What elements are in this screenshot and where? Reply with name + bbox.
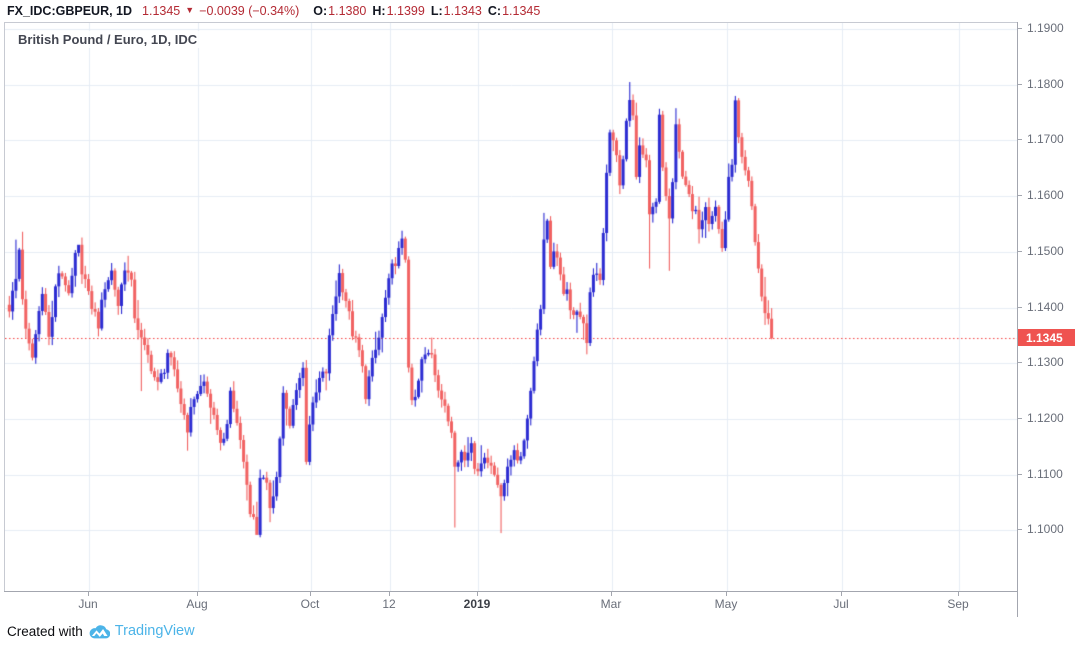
price-axis-tick (1018, 307, 1022, 308)
price-axis-tick (1018, 195, 1022, 196)
price-axis-label: 1.1700 (1027, 132, 1064, 146)
price-axis-tick (1018, 84, 1022, 85)
price-axis-tick (1018, 28, 1022, 29)
price-axis-label: 1.1500 (1027, 244, 1064, 258)
price-axis-label: 1.1000 (1027, 522, 1064, 536)
time-axis[interactable]: Jun Aug Oct 12 2019 Mar May Jul Sep (4, 591, 1017, 618)
price-down-icon: ▼ (185, 5, 195, 15)
time-axis-label: Jun (78, 597, 98, 611)
price-axis-label: 1.1100 (1027, 467, 1063, 481)
time-axis-label: Jul (833, 597, 849, 611)
time-axis-tick (197, 592, 198, 596)
close-value: 1.1345 (502, 4, 541, 18)
last-price-badge: 1.1345 (1018, 329, 1075, 346)
time-axis-label: Mar (600, 597, 622, 611)
chart-legend[interactable]: British Pound / Euro, 1D, IDC (14, 31, 202, 48)
price-axis-tick (1018, 418, 1022, 419)
time-axis-tick (477, 592, 478, 596)
price-axis-label: 1.1800 (1027, 77, 1064, 91)
price-axis-label: 1.1400 (1027, 300, 1064, 314)
price-axis-tick (1018, 474, 1022, 475)
open-label: O: (313, 4, 328, 18)
low-label: L: (430, 4, 443, 18)
last-price: 1.1345 (142, 4, 181, 18)
created-with-text: Created with (7, 623, 83, 639)
time-axis-tick (841, 592, 842, 596)
price-axis-tick (1018, 529, 1022, 530)
time-axis-label: Aug (186, 597, 208, 611)
low-value: 1.1343 (443, 4, 482, 18)
time-axis-tick (389, 592, 390, 596)
high-label: H: (372, 4, 386, 18)
price-axis-label: 1.1900 (1027, 21, 1064, 35)
tradingview-brand-link[interactable]: TradingView (114, 623, 195, 639)
time-axis-tick (88, 592, 89, 596)
price-axis-label: 1.1200 (1027, 411, 1064, 425)
time-axis-label: Oct (300, 597, 320, 611)
high-value: 1.1399 (386, 4, 425, 18)
time-axis-label: 2019 (463, 597, 491, 611)
time-axis-tick (310, 592, 311, 596)
symbol-info-bar: FX_IDC:GBPEUR, 1D 1.1345 ▼ −0.0039 (−0.3… (0, 0, 1075, 22)
price-axis-tick (1018, 362, 1022, 363)
price-axis-tick (1018, 139, 1022, 140)
close-label: C: (487, 4, 502, 18)
price-change: −0.0039 (−0.34%) (199, 4, 300, 18)
time-axis-label: Sep (947, 597, 969, 611)
symbol-name[interactable]: FX_IDC:GBPEUR, 1D (7, 4, 133, 18)
time-axis-tick (611, 592, 612, 596)
time-axis-tick (726, 592, 727, 596)
open-value: 1.1380 (328, 4, 367, 18)
chart-plot-area: British Pound / Euro, 1D, IDC (4, 22, 1018, 591)
price-chart-canvas[interactable] (5, 23, 1018, 591)
price-axis-label: 1.1300 (1027, 355, 1064, 369)
tradingview-logo-icon[interactable] (89, 624, 110, 639)
price-axis-tick (1018, 251, 1022, 252)
price-axis[interactable]: 1.1345 1.1900 1.1800 1.1700 1.1600 1.1500 1.1… (1017, 21, 1075, 617)
attribution-footer: Created with TradingView (7, 617, 195, 645)
time-axis-label: May (714, 597, 738, 611)
time-axis-label: 12 (382, 597, 396, 611)
price-axis-label: 1.1600 (1027, 188, 1064, 202)
time-axis-tick (958, 592, 959, 596)
